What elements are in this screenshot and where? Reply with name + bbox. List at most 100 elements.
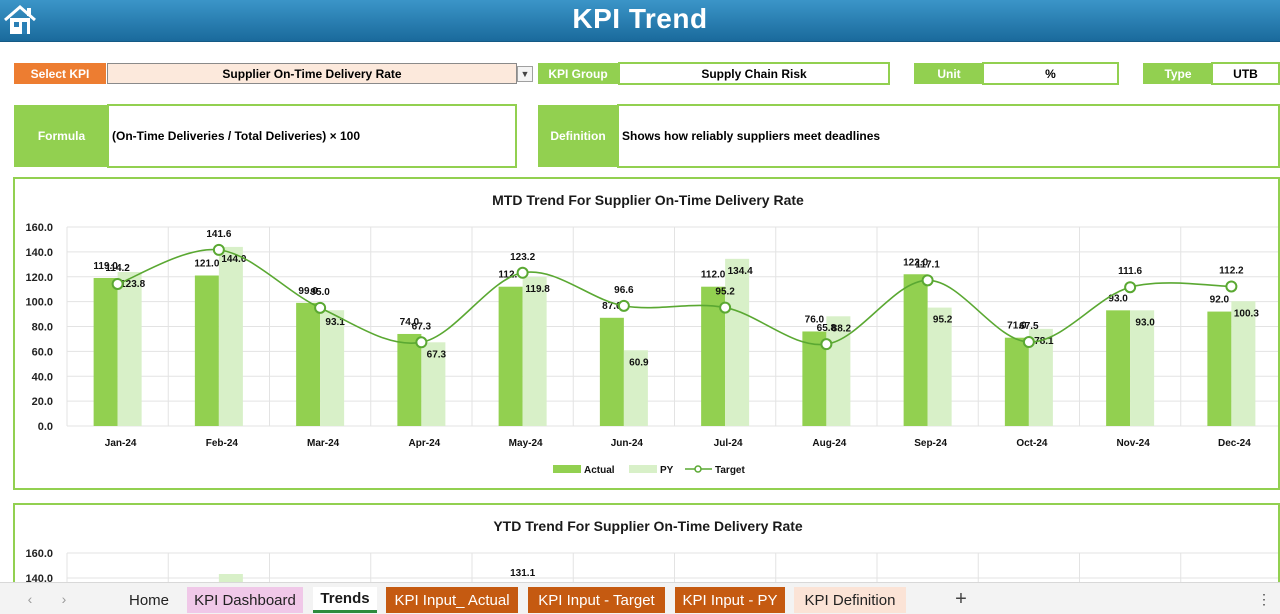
chevron-left-icon: ‹ <box>27 591 33 607</box>
data-label-py: 78.1 <box>1034 336 1054 347</box>
category-label: Dec-24 <box>1218 438 1251 449</box>
bar-actual <box>498 286 523 426</box>
add-sheet-button[interactable]: + <box>949 587 973 611</box>
data-label-py: 88.2 <box>832 323 852 334</box>
data-label-target: 67.3 <box>412 321 432 332</box>
bar-py <box>927 307 952 426</box>
tab-trends[interactable]: Trends <box>313 587 377 613</box>
data-label-py: 93.0 <box>1135 317 1155 328</box>
target-point <box>212 243 225 256</box>
tab-kpi-definition[interactable]: KPI Definition <box>794 587 906 613</box>
plus-icon: + <box>955 587 967 610</box>
data-label-target: 131.1 <box>510 568 535 579</box>
y-tick-label: 120.0 <box>25 272 53 284</box>
vertical-dots-icon: ⋮ <box>1257 590 1271 607</box>
category-label: Jun-24 <box>611 438 644 449</box>
data-label-target: 96.6 <box>614 285 634 296</box>
y-tick-label: 140.0 <box>25 247 53 259</box>
mtd-chart: MTD Trend For Supplier On-Time Delivery … <box>25 192 1278 476</box>
data-label-target: 114.2 <box>105 263 130 274</box>
data-label-target: 117.1 <box>915 259 940 270</box>
unit-label: Unit <box>914 63 984 84</box>
data-label-py: 123.8 <box>120 279 145 290</box>
kpi-group-label: KPI Group <box>538 63 618 84</box>
target-point <box>415 336 428 349</box>
data-label-actual: 99.0 <box>298 286 318 297</box>
select-kpi-label: Select KPI <box>14 63 106 84</box>
sheet-menu-button[interactable]: ⋮ <box>1257 589 1271 609</box>
bar-actual <box>397 333 422 426</box>
legend-marker-target <box>694 465 702 473</box>
data-label-target: 95.0 <box>310 287 330 298</box>
y-tick-label: 80.0 <box>32 322 53 334</box>
category-label: Feb-24 <box>206 438 239 449</box>
data-label-py: 144.0 <box>221 254 246 265</box>
tab-kpi-input-target[interactable]: KPI Input - Target <box>528 587 665 613</box>
bar-actual <box>1207 311 1232 426</box>
category-label: Sep-24 <box>914 438 947 449</box>
target-point <box>719 301 732 314</box>
bar-actual <box>296 302 321 426</box>
tab-kpi-input-py[interactable]: KPI Input - PY <box>675 587 785 613</box>
target-point <box>1124 281 1137 294</box>
data-label-actual: 112.0 <box>701 270 726 281</box>
data-label-actual: 87.0 <box>602 301 622 312</box>
target-point <box>921 274 934 287</box>
home-button[interactable] <box>2 3 38 37</box>
next-sheet-button[interactable]: › <box>54 589 74 609</box>
y-tick-label: 60.0 <box>32 346 53 358</box>
category-label: Mar-24 <box>307 438 340 449</box>
y-tick-label: 0.0 <box>38 421 53 433</box>
bar-py <box>725 258 750 426</box>
y-tick-label: 20.0 <box>32 396 53 408</box>
mtd-chart-panel[interactable]: MTD Trend For Supplier On-Time Delivery … <box>13 177 1280 490</box>
formula-label: Formula <box>14 105 109 167</box>
bar-py <box>522 276 547 426</box>
data-label-py: 134.4 <box>728 266 753 277</box>
data-label-py: 60.9 <box>629 357 649 368</box>
data-label-actual: 71.0 <box>1007 321 1027 332</box>
y-tick-label: 40.0 <box>32 371 53 383</box>
y-tick-label: 160.0 <box>25 222 53 234</box>
data-label-actual: 119.0 <box>93 261 118 272</box>
type-label: Type <box>1143 63 1213 84</box>
bar-py <box>218 246 243 426</box>
tab-home[interactable]: Home <box>120 587 178 613</box>
data-label-target: 65.8 <box>817 323 837 334</box>
unit-value: % <box>982 62 1119 85</box>
dropdown-arrow-button[interactable]: ▼ <box>517 66 533 82</box>
home-icon <box>4 5 36 34</box>
formula-value: (On-Time Deliveries / Total Deliveries) … <box>107 104 517 168</box>
data-label-target: 111.6 <box>1118 266 1142 277</box>
data-label-actual: 92.0 <box>1210 295 1230 306</box>
category-label: Oct-24 <box>1016 438 1048 449</box>
target-point <box>1225 280 1238 293</box>
data-label-actual: 112.0 <box>498 270 523 281</box>
kpi-select-dropdown[interactable]: Supplier On-Time Delivery Rate <box>107 63 517 84</box>
tab-kpi-dashboard[interactable]: KPI Dashboard <box>187 587 303 613</box>
data-label-py: 95.2 <box>933 315 953 326</box>
prev-sheet-button[interactable]: ‹ <box>20 589 40 609</box>
data-label-py: 119.8 <box>525 284 550 295</box>
bar-py <box>623 350 648 426</box>
definition-label: Definition <box>538 105 618 167</box>
category-label: Aug-24 <box>812 438 846 449</box>
chart-title: MTD Trend For Supplier On-Time Delivery … <box>492 192 804 208</box>
tab-kpi-input-actual[interactable]: KPI Input_ Actual <box>386 587 518 613</box>
data-label-py: 93.1 <box>325 317 345 328</box>
bar-actual <box>599 317 624 426</box>
legend-label-actual: Actual <box>584 465 615 476</box>
bar-py <box>320 310 345 426</box>
data-label-target: 112.2 <box>1219 265 1244 276</box>
target-point <box>111 277 124 290</box>
ytd-chart-panel[interactable]: YTD Trend For Supplier On-Time Delivery … <box>13 503 1280 593</box>
target-line <box>117 248 1232 346</box>
legend-label-py: PY <box>660 465 674 476</box>
data-label-actual: 93.0 <box>1108 293 1128 304</box>
data-label-py: 67.3 <box>427 349 447 360</box>
data-label-target: 67.5 <box>1019 321 1039 332</box>
target-point <box>516 266 529 279</box>
sheet-tab-bar: ‹ › Home KPI Dashboard Trends KPI Input_… <box>0 582 1280 614</box>
bar-py <box>117 272 142 426</box>
